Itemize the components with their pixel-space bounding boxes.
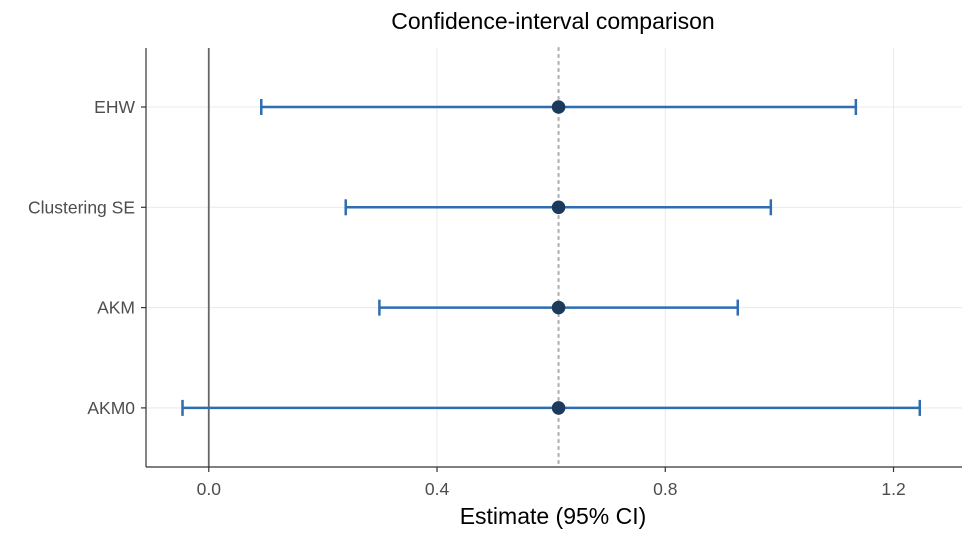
interval-series <box>181 99 922 416</box>
y-tick-label: AKM0 <box>87 398 135 418</box>
x-tick-label: 1.2 <box>881 479 905 499</box>
estimate-point <box>551 200 566 215</box>
estimate-point <box>551 401 566 415</box>
y-tick-label: EHW <box>94 97 135 117</box>
y-tick-label: Clustering SE <box>28 197 135 217</box>
axes: 0.0 0.4 0.8 1.2 EHW Clustering SE AKM AKM0 <box>28 48 962 499</box>
x-tick-label: 0.0 <box>197 479 222 499</box>
x-tick-label: 0.4 <box>425 479 450 499</box>
y-tick-label: AKM <box>97 298 135 318</box>
reference-lines <box>207 46 560 469</box>
estimate-point <box>551 300 566 315</box>
x-axis-label: Estimate (95% CI) <box>460 503 647 529</box>
chart-title: Confidence-interval comparison <box>391 8 714 34</box>
estimate-point <box>551 100 566 114</box>
x-tick-label: 0.8 <box>653 479 677 499</box>
